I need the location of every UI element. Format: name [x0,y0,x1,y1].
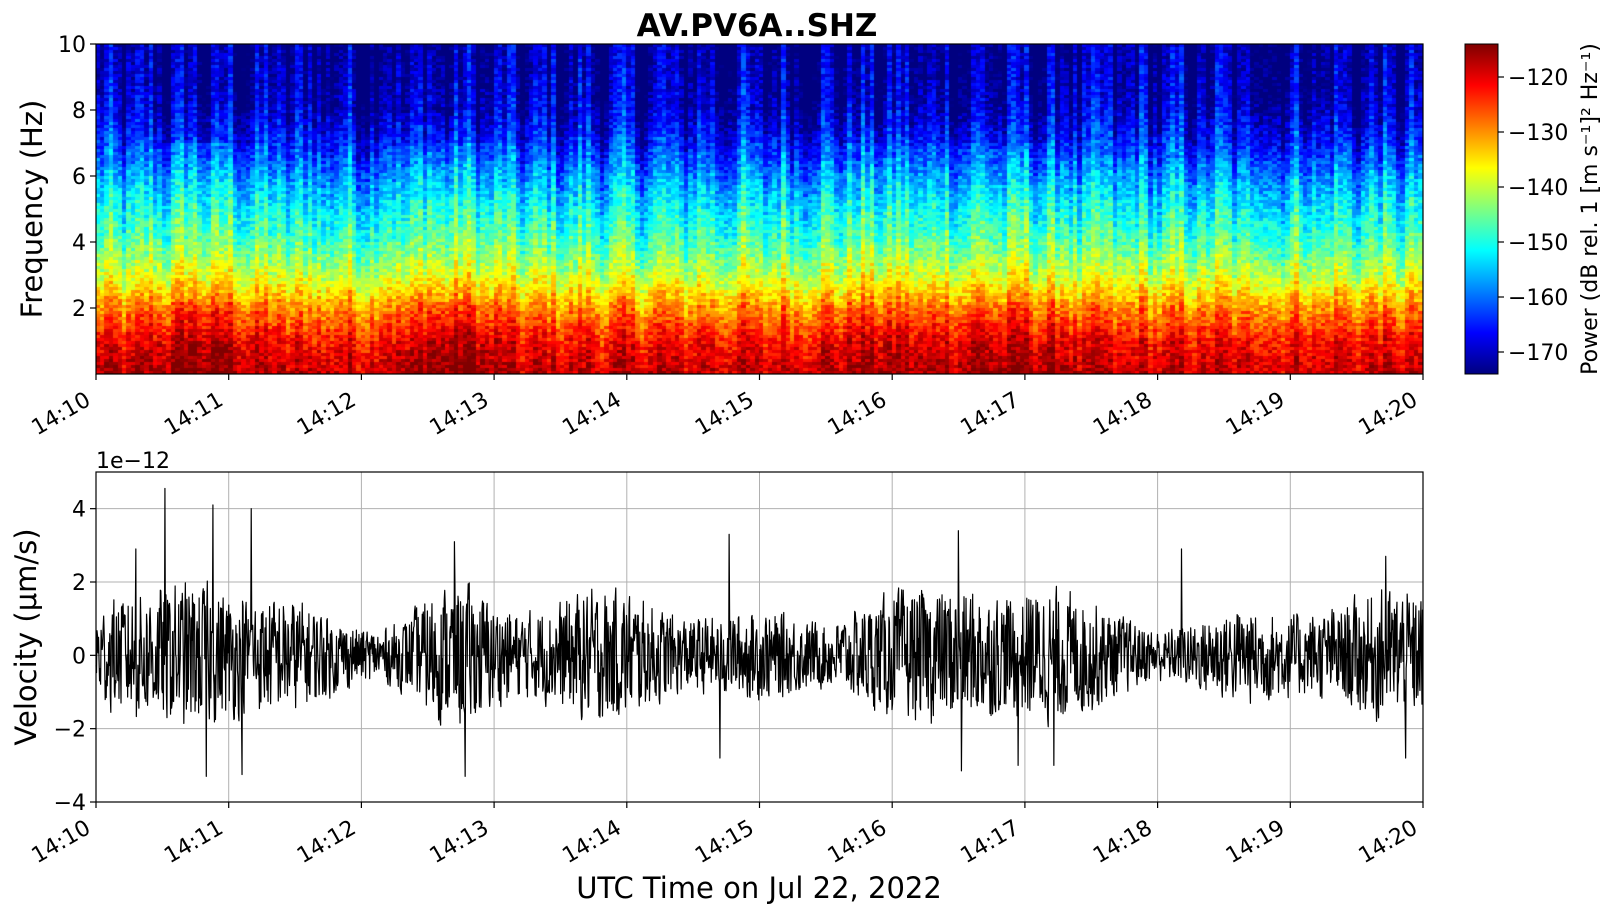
waveform-x-ticks: 14:10 14:11 14:12 14:13 14:14 14:15 14:16 14:17… [28,802,1424,869]
waveform-x-tick-label: 14:20 [1355,816,1422,869]
spectrogram-y-tick-label: 8 [72,99,86,124]
spectrogram-y-ticks: 2 4 6 8 10 [58,33,96,322]
spectrogram-x-tick-label: 14:20 [1355,388,1422,441]
waveform-y-tick-label: 4 [72,498,86,523]
waveform-y-ticks: −4 −2 0 2 4 [54,498,96,816]
spectrogram-x-tick-label: 14:12 [293,388,360,441]
waveform-x-label: UTC Time on Jul 22, 2022 [576,871,942,905]
waveform-x-tick-label: 14:13 [426,816,493,869]
waveform-offset-label: 1e−12 [96,449,170,474]
spectrogram-heatmap [96,44,1423,374]
colorbar-tick-label: −130 [1508,121,1568,146]
colorbar-gradient [1464,43,1499,375]
waveform-x-tick-label: 14:16 [824,816,891,869]
spectrogram-x-tick-label: 14:19 [1222,388,1289,441]
spectrogram-x-tick-label: 14:11 [160,388,227,441]
colorbar-tick-label: −170 [1508,341,1568,366]
waveform-y-tick-label: −2 [54,718,86,743]
colorbar-tick-label: −150 [1508,231,1568,256]
spectrogram-x-tick-label: 14:16 [824,388,891,441]
spectrogram-y-tick-label: 4 [72,231,86,256]
spectrogram-title: AV.PV6A..SHZ [637,8,878,44]
waveform-y-tick-label: 2 [72,571,86,596]
waveform-y-tick-label: −4 [54,791,86,816]
spectrogram-x-tick-label: 14:18 [1089,388,1156,441]
spectrogram-x-tick-label: 14:17 [956,388,1023,441]
colorbar-tick-label: −120 [1508,66,1568,91]
spectrogram-x-tick-label: 14:13 [426,388,493,441]
spectrogram-x-ticks: 14:10 14:11 14:12 14:13 14:14 14:15 14:16 14:17… [28,374,1424,441]
spectrogram-x-tick-label: 14:14 [558,388,625,441]
spectrogram-y-tick-label: 10 [58,33,86,58]
spectrogram-x-tick-label: 14:10 [28,388,95,441]
waveform-x-tick-label: 14:14 [558,816,625,869]
waveform-x-tick-label: 14:17 [956,816,1023,869]
spectrogram-y-tick-label: 6 [72,165,86,190]
waveform-x-tick-label: 14:15 [691,816,758,869]
colorbar-tick-label: −160 [1508,286,1568,311]
waveform-x-tick-label: 14:10 [28,816,95,869]
spectrogram-y-label: Frequency (Hz) [15,100,49,319]
colorbar-tick-label: −140 [1508,176,1568,201]
waveform-y-tick-label: 0 [72,644,86,669]
waveform-x-tick-label: 14:12 [293,816,360,869]
colorbar-label: Power (dB rel. 1 [m s⁻¹]² Hz⁻¹) [1578,43,1603,375]
waveform-line [95,487,1424,777]
colorbar: −120 −130 −140 −150 −160 −170 Power (dB rel. … [1464,43,1603,375]
spectrogram-x-tick-label: 14:15 [691,388,758,441]
colorbar-ticks: −120 −130 −140 −150 −160 −170 [1498,66,1568,366]
waveform-x-tick-label: 14:11 [160,816,227,869]
waveform-x-tick-label: 14:18 [1089,816,1156,869]
waveform-x-tick-label: 14:19 [1222,816,1289,869]
spectrogram-y-tick-label: 2 [72,297,86,322]
waveform-y-label: Velocity (μm/s) [9,528,43,745]
